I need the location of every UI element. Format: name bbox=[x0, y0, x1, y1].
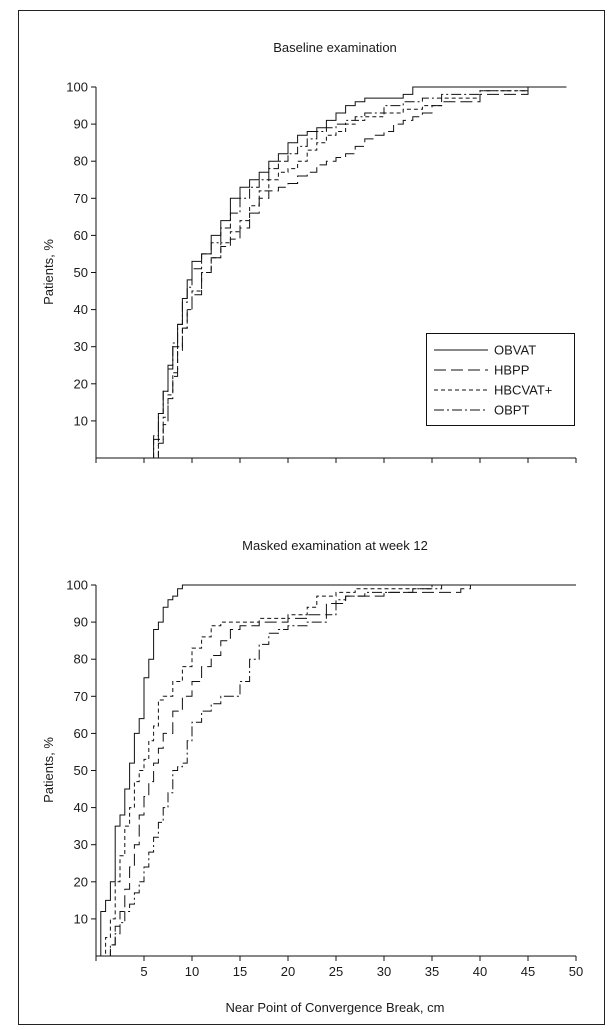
y-tick-label: 70 bbox=[74, 191, 88, 206]
x-axis-label: Near Point of Convergence Break, cm bbox=[226, 1000, 445, 1015]
y-tick-label: 80 bbox=[74, 652, 88, 667]
y-tick-label: 40 bbox=[74, 302, 88, 317]
y-tick-label: 50 bbox=[74, 763, 88, 778]
y-tick-label: 20 bbox=[74, 874, 88, 889]
series-line-obpt bbox=[105, 584, 576, 957]
series-line-obvat bbox=[96, 584, 576, 957]
series-line-hbpp bbox=[105, 584, 576, 957]
y-tick-label: 100 bbox=[66, 80, 88, 95]
y-tick-label: 40 bbox=[74, 800, 88, 815]
y-tick-label: 100 bbox=[66, 578, 88, 593]
legend-label: HBPP bbox=[494, 363, 529, 378]
y-tick-label: 90 bbox=[74, 615, 88, 630]
series-line-hbpp bbox=[153, 86, 567, 459]
y-tick-label: 60 bbox=[74, 228, 88, 243]
chart-baseline: Baseline examination Patients, % 10 20 30 4… bbox=[41, 40, 577, 463]
series-line-hbcvat bbox=[100, 584, 576, 957]
y-tick-label: 30 bbox=[74, 339, 88, 354]
x-tick-label: 10 bbox=[185, 964, 199, 979]
y-tick-label: 80 bbox=[74, 154, 88, 169]
x-tick-label: 35 bbox=[425, 964, 439, 979]
x-tick-label: 45 bbox=[521, 964, 535, 979]
legend: OBVAT HBPP HBCVAT+ OBPT bbox=[426, 333, 575, 426]
series-line-obpt bbox=[148, 86, 567, 459]
x-tick-label: 40 bbox=[473, 964, 487, 979]
x-tick-label: 20 bbox=[281, 964, 295, 979]
chart-week12: Masked examination at week 12 Patients, … bbox=[41, 538, 583, 1015]
series-line-obvat bbox=[148, 86, 567, 459]
y-tick-label: 10 bbox=[74, 413, 88, 428]
y-tick-label: 70 bbox=[74, 689, 88, 704]
y-tick-label: 60 bbox=[74, 726, 88, 741]
y-tick-label: 20 bbox=[74, 376, 88, 391]
y-tick-label: 50 bbox=[74, 265, 88, 280]
x-tick-label: 50 bbox=[569, 964, 583, 979]
legend-box bbox=[426, 333, 575, 426]
y-tick-label: 10 bbox=[74, 911, 88, 926]
chart-title: Masked examination at week 12 bbox=[242, 538, 428, 553]
legend-label: OBPT bbox=[494, 403, 529, 418]
x-tick-label: 30 bbox=[377, 964, 391, 979]
y-tick-label: 30 bbox=[74, 837, 88, 852]
y-axis-label: Patients, % bbox=[41, 737, 56, 803]
figure-frame bbox=[18, 10, 605, 1025]
x-tick-label: 25 bbox=[329, 964, 343, 979]
y-tick-label: 90 bbox=[74, 117, 88, 132]
legend-label: OBVAT bbox=[494, 343, 536, 358]
x-tick-label: 5 bbox=[140, 964, 147, 979]
legend-label: HBCVAT+ bbox=[494, 383, 552, 398]
chart-title: Baseline examination bbox=[273, 40, 397, 55]
x-tick-label: 15 bbox=[233, 964, 247, 979]
y-axis-label: Patients, % bbox=[41, 239, 56, 305]
